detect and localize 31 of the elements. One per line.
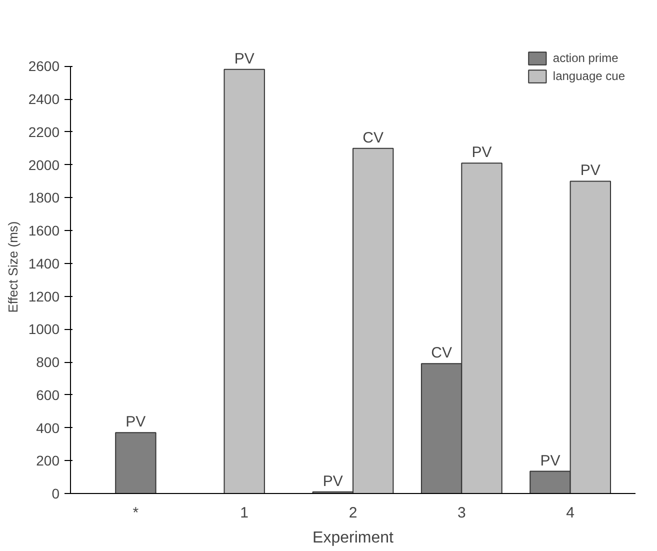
y-tick-label: 1200 <box>28 288 60 304</box>
x-tick-label: 3 <box>457 504 466 522</box>
x-tick-label: 4 <box>566 504 574 522</box>
y-tick-label: 1400 <box>28 255 60 272</box>
y-tick-label: 1000 <box>28 321 60 338</box>
y-tick-label: 2000 <box>28 156 60 173</box>
x-tick-label: 2 <box>348 504 358 522</box>
data-label: PV <box>580 162 600 180</box>
x-axis-title: Experiment <box>312 530 394 546</box>
y-tick-label: 0 <box>52 486 60 502</box>
data-label: PV <box>126 414 146 431</box>
y-tick-label: 2400 <box>28 91 60 108</box>
y-tick-label: 400 <box>36 420 60 436</box>
y-tick-label: 1800 <box>28 190 60 206</box>
data-label: PV <box>234 50 254 68</box>
x-tick-label: 1 <box>240 504 249 522</box>
y-tick-label: 800 <box>36 354 60 370</box>
y-tick-label: 200 <box>36 452 60 469</box>
y-tick-label: 2200 <box>28 124 60 140</box>
data-label: CV <box>362 129 384 146</box>
data-label: PV <box>322 472 343 490</box>
data-label: CV <box>431 344 452 362</box>
y-axis-title: Effect Size (ms) <box>5 221 20 313</box>
data-label: PV <box>540 452 560 470</box>
legend-label: action prime <box>552 51 618 65</box>
legend-label: language cue <box>552 69 625 83</box>
y-tick-label: 1600 <box>28 222 60 239</box>
y-tick-label: 2600 <box>28 58 60 74</box>
x-tick-label: * <box>132 504 139 522</box>
y-tick-label: 600 <box>36 386 60 403</box>
data-label: PV <box>472 144 492 162</box>
